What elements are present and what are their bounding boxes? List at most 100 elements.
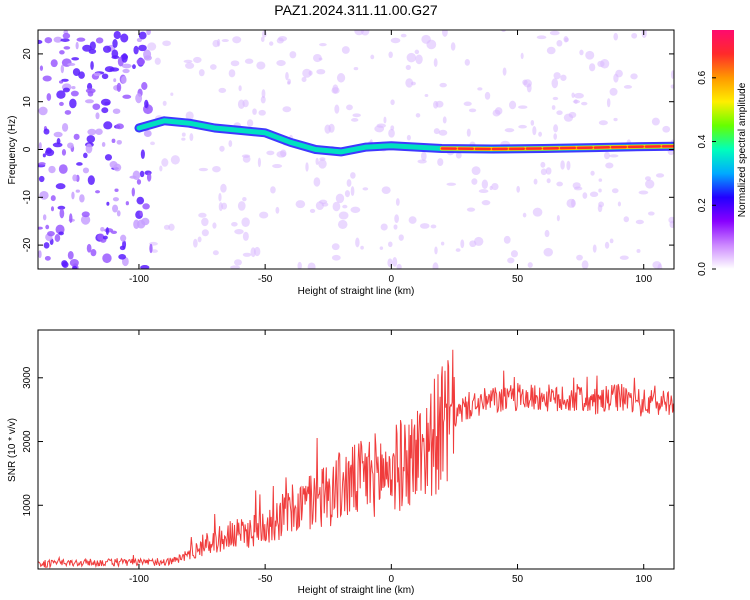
heatmap-blob: [438, 129, 448, 136]
heatmap-blob: [393, 224, 398, 230]
colorbar-tick-label: 0.2: [697, 198, 708, 212]
heatmap-blob: [405, 78, 414, 88]
heatmap-blob: [61, 78, 69, 82]
heatmap-blob: [605, 162, 614, 169]
heatmap-blob: [42, 214, 47, 221]
heatmap-blob: [318, 159, 327, 169]
heatmap-blob: [651, 117, 660, 126]
heatmap-blob: [230, 265, 241, 269]
heatmap-blob: [546, 178, 551, 184]
heatmap-blob: [143, 129, 152, 137]
heatmap-blob: [585, 50, 595, 60]
heatmap-blob: [242, 231, 249, 241]
heatmap-blob: [307, 262, 316, 269]
heatmap-blob: [582, 192, 588, 199]
heatmap-blob: [560, 74, 567, 81]
snr-y-axis: 1000 2000 3000: [22, 366, 674, 516]
heatmap-blob: [556, 215, 560, 222]
heatmap-blob: [370, 54, 375, 60]
heatmap-blob: [522, 212, 527, 218]
heatmap-blob: [53, 131, 63, 138]
heatmap-blob: [533, 178, 538, 185]
heatmap-blob: [242, 252, 252, 257]
heatmap-blob: [388, 241, 393, 248]
heatmap-blob: [234, 228, 244, 235]
heatmap-blob: [53, 36, 63, 43]
heatmap-blob: [553, 124, 559, 133]
heatmap-blob: [112, 39, 118, 48]
heatmap-blob: [69, 98, 77, 109]
heatmap-blob: [154, 57, 161, 65]
x-tick-label: -100: [129, 574, 149, 585]
heatmap-blob: [424, 93, 429, 97]
heatmap-blob: [581, 101, 588, 106]
heatmap-blob: [83, 152, 88, 159]
heatmap-blob: [50, 206, 55, 212]
heatmap-blob: [122, 68, 130, 74]
heatmap-blob: [532, 125, 537, 136]
heatmap-blob: [59, 208, 65, 219]
heatmap-blob: [313, 177, 321, 187]
heatmap-blob: [460, 239, 465, 249]
heatmap-blob: [217, 38, 221, 47]
heatmap-blob: [218, 193, 222, 202]
heatmap-blob: [341, 46, 350, 54]
heatmap-blob: [112, 197, 119, 202]
heatmap-blob: [149, 243, 153, 254]
heatmap-blob: [342, 204, 348, 209]
heatmap-blob: [396, 263, 402, 269]
heatmap-blob: [530, 119, 535, 126]
heatmap-blob: [46, 93, 52, 101]
heatmap-blob: [242, 99, 249, 108]
heatmap-blob: [442, 116, 447, 124]
heatmap-blob: [641, 30, 647, 39]
heatmap-blob: [282, 106, 292, 113]
heatmap-blob: [414, 49, 420, 55]
heatmap-blob: [275, 206, 280, 214]
heatmap-blob: [111, 49, 119, 59]
heatmap-blob: [73, 133, 80, 140]
heatmap-blob: [421, 151, 427, 161]
heatmap-blob: [312, 53, 322, 63]
y-tick-label: 0: [22, 146, 33, 152]
heatmap-blob: [50, 59, 58, 68]
heatmap-blob: [144, 99, 149, 109]
heatmap-blob: [63, 46, 71, 50]
heatmap-blob: [260, 96, 266, 104]
heatmap-blob: [331, 87, 340, 94]
heatmap-blob: [406, 134, 411, 141]
heatmap-blob: [630, 73, 638, 80]
heatmap-blob: [44, 37, 53, 44]
heatmap-blob: [406, 52, 417, 63]
heatmap-blob: [556, 181, 563, 187]
heatmap-blob: [434, 246, 438, 255]
colorbar-tick-label: 0.0: [697, 262, 708, 276]
heatmap-blob: [253, 246, 261, 257]
y-tick-label: 20: [22, 48, 33, 60]
heatmap-blob: [75, 41, 79, 50]
heatmap-blob: [102, 45, 112, 53]
heatmap-blob: [146, 30, 151, 36]
heatmap-blob: [221, 39, 229, 43]
spectrogram-ridge-layer: [134, 116, 674, 157]
heatmap-blob: [563, 113, 574, 122]
heatmap-blob: [670, 70, 674, 79]
heatmap-blob: [71, 86, 76, 90]
heatmap-blob: [611, 188, 619, 194]
heatmap-blob: [61, 261, 69, 268]
y-tick-label: -20: [22, 237, 33, 252]
heatmap-blob: [503, 235, 511, 244]
heatmap-blob: [135, 93, 143, 104]
heatmap-blob: [463, 101, 472, 107]
heatmap-blob: [101, 141, 106, 147]
heatmap-blob: [655, 173, 665, 178]
heatmap-blob: [220, 183, 227, 193]
heatmap-blob: [151, 249, 158, 253]
heatmap-blob: [212, 250, 219, 256]
heatmap-blob: [183, 59, 193, 63]
ridge-core-band: [440, 144, 674, 151]
heatmap-blob: [481, 200, 491, 206]
heatmap-blob: [93, 72, 101, 77]
